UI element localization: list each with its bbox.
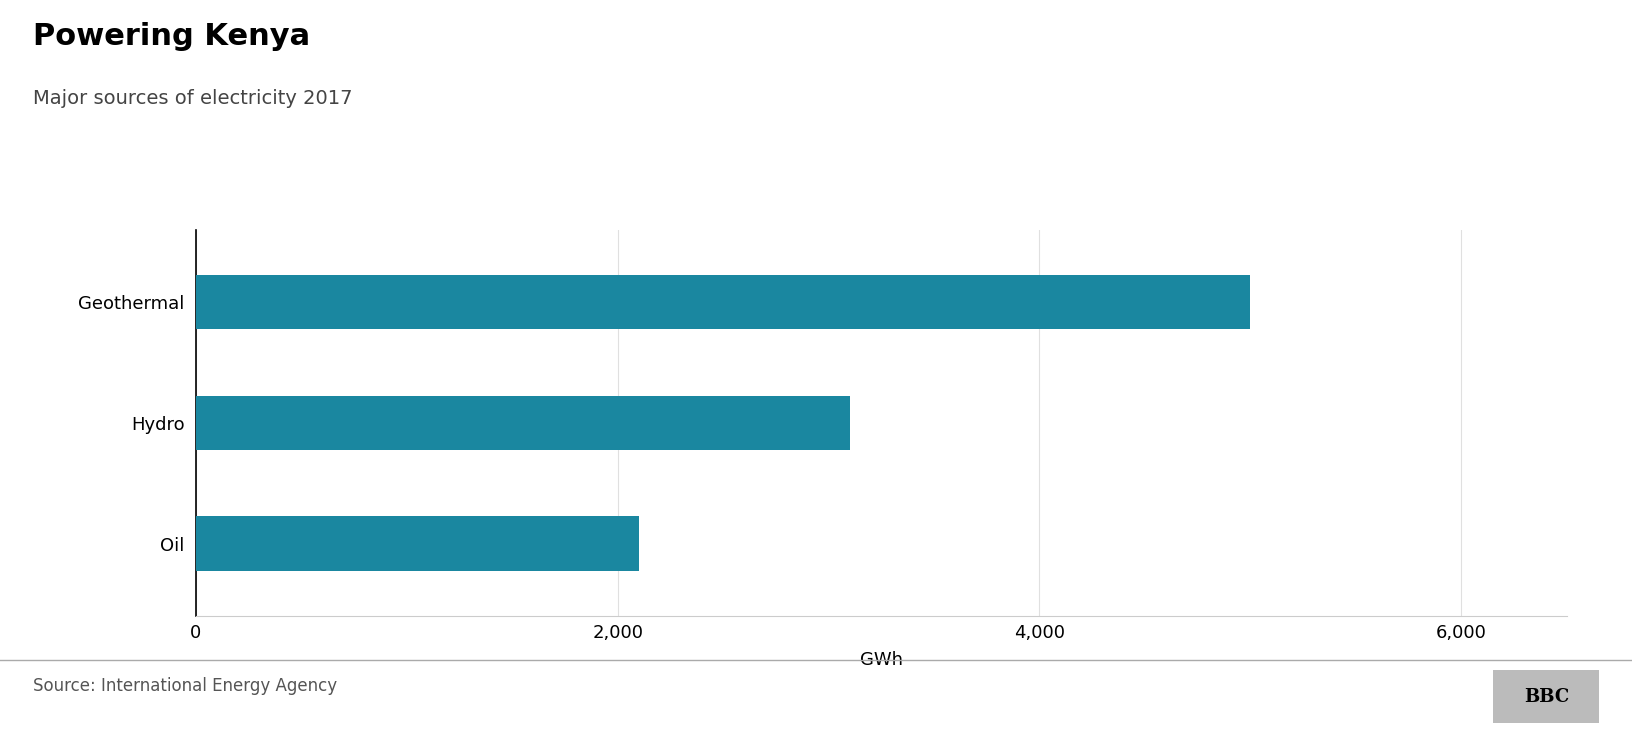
Bar	[196, 395, 850, 450]
Bar	[196, 516, 638, 571]
X-axis label: GWh: GWh	[860, 651, 902, 669]
Text: Major sources of electricity 2017: Major sources of electricity 2017	[33, 89, 353, 108]
Text: Powering Kenya: Powering Kenya	[33, 22, 310, 51]
Text: BBC: BBC	[1524, 688, 1568, 706]
Text: Source: International Energy Agency: Source: International Energy Agency	[33, 677, 336, 695]
Bar	[196, 275, 1250, 329]
